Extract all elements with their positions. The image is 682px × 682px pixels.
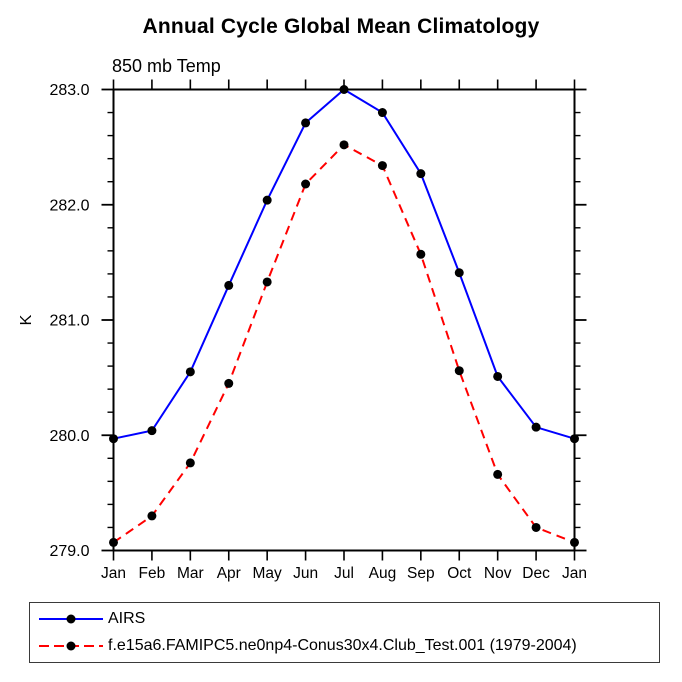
plot-subtitle: 850 mb Temp (112, 56, 221, 76)
x-tick-label: Jul (334, 565, 354, 582)
data-point-1 (531, 522, 541, 532)
data-point-0 (416, 169, 426, 179)
legend-marker-dot (66, 641, 76, 651)
plot-frame (112, 88, 576, 552)
data-point-1 (339, 140, 349, 150)
x-tick-label: Jan (562, 565, 587, 582)
legend-item-model: f.e15a6.FAMIPC5.ne0np4-Conus30x4.Club_Te… (38, 633, 659, 660)
data-point-0 (339, 85, 349, 94)
data-point-0 (454, 268, 464, 278)
y-tick-label: 282.0 (49, 197, 89, 214)
data-point-1 (262, 277, 272, 287)
legend-swatch-dashed-line (39, 641, 103, 651)
x-tick-label: Jun (293, 565, 318, 582)
data-point-1 (377, 161, 387, 171)
y-axis-title: K (18, 314, 35, 326)
data-point-0 (301, 118, 311, 128)
x-tick-label: Apr (217, 565, 241, 582)
data-point-0 (109, 434, 118, 444)
y-tick-label: 279.0 (49, 543, 89, 560)
x-tick-label: Dec (522, 565, 550, 582)
y-tick-label: 281.0 (49, 313, 89, 330)
data-point-1 (301, 179, 311, 189)
data-point-1 (570, 537, 579, 547)
legend-swatch-solid-line (39, 614, 103, 624)
data-point-0 (185, 367, 195, 377)
page-title: Annual Cycle Global Mean Climatology (142, 15, 540, 38)
legend-box: AIRS f.e15a6.FAMIPC5.ne0np4-Conus30x4.Cl… (29, 602, 660, 663)
data-point-0 (493, 371, 503, 381)
x-tick-label: May (253, 565, 283, 582)
y-tick-label: 280.0 (49, 428, 89, 445)
x-tick-label: Feb (139, 565, 166, 582)
data-point-1 (416, 249, 426, 259)
data-point-0 (570, 434, 579, 444)
data-point-0 (262, 195, 272, 205)
x-tick-label: Sep (407, 565, 435, 582)
legend-label-airs: AIRS (108, 610, 146, 627)
x-tick-label: Aug (369, 565, 397, 582)
data-point-1 (454, 366, 464, 376)
x-tick-label: Jan (101, 565, 126, 582)
data-point-1 (109, 537, 118, 547)
legend-label-model: f.e15a6.FAMIPC5.ne0np4-Conus30x4.Club_Te… (108, 637, 577, 654)
y-tick-label: 283.0 (49, 82, 89, 99)
legend-item-airs: AIRS (38, 606, 659, 633)
x-tick-label: Nov (484, 565, 512, 582)
x-tick-label: Oct (447, 565, 472, 582)
data-point-0 (147, 426, 157, 436)
data-point-1 (185, 458, 195, 468)
series-line-1 (112, 143, 575, 544)
data-point-1 (493, 469, 503, 479)
data-point-0 (531, 422, 541, 432)
data-point-0 (377, 108, 387, 118)
legend-marker-dot (66, 614, 76, 624)
data-point-0 (224, 280, 234, 290)
data-point-1 (147, 511, 157, 521)
data-point-1 (224, 378, 234, 388)
x-tick-label: Mar (177, 565, 204, 582)
